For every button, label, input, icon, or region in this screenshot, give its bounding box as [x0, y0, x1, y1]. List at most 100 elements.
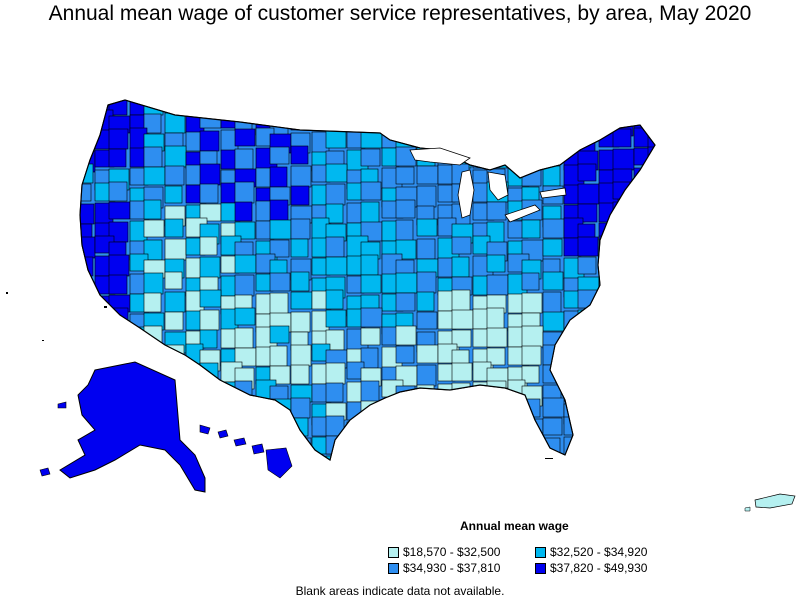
us-outline [79, 99, 656, 461]
area-region [647, 113, 655, 132]
puerto-rico [744, 493, 796, 512]
area-region [164, 344, 185, 365]
area-region [486, 254, 506, 273]
area-region [507, 399, 529, 418]
area-region [577, 183, 600, 205]
area-region [612, 241, 635, 264]
area-region [164, 165, 185, 186]
area-region [143, 451, 164, 460]
area-region [416, 311, 438, 330]
area-region [577, 415, 599, 436]
area-region [598, 361, 619, 384]
area-region [486, 201, 507, 221]
alaska-island-2 [39, 467, 51, 477]
area-region [633, 419, 654, 438]
area-region [521, 133, 541, 153]
area-region [94, 328, 115, 347]
area-region [290, 457, 310, 460]
area-region [542, 311, 565, 332]
area-region [199, 309, 220, 331]
area-region [612, 367, 631, 386]
area-region [185, 383, 205, 406]
area-region [542, 457, 564, 460]
area-region [360, 148, 381, 167]
area-region [437, 100, 456, 110]
area-region [234, 254, 257, 274]
area-region [234, 307, 256, 326]
area-region [521, 100, 540, 112]
area-region [108, 254, 130, 277]
area-region [472, 401, 493, 423]
area-region [437, 436, 458, 457]
area-region [164, 311, 184, 331]
area-region [290, 417, 309, 437]
area-region [290, 271, 310, 292]
area-region [234, 221, 256, 240]
area-region [451, 455, 473, 460]
area-region [647, 438, 655, 460]
area-region [311, 100, 334, 113]
area-region [472, 149, 491, 169]
area-region [416, 417, 436, 439]
area-region [542, 238, 563, 257]
area-region [269, 292, 289, 315]
area-region [647, 272, 655, 293]
area-region [647, 451, 655, 460]
area-region [521, 272, 540, 291]
area-region [220, 454, 243, 460]
area-region [290, 100, 310, 113]
area-region [563, 383, 586, 402]
area-region [577, 236, 599, 257]
area-region [143, 100, 164, 116]
legend-swatch-tier2 [535, 546, 546, 558]
area-region [290, 397, 311, 419]
hawaii-island-big [265, 447, 293, 479]
area-region [416, 457, 437, 460]
area-region [633, 439, 652, 460]
area-region [80, 349, 94, 370]
area-region [360, 433, 379, 455]
area-region [598, 222, 620, 241]
area-region [416, 364, 437, 387]
area-region [437, 111, 459, 133]
area-region [346, 454, 365, 460]
area-region [346, 100, 365, 115]
area-region [486, 100, 509, 117]
area-region [290, 238, 309, 258]
lake-huron [487, 171, 509, 201]
footnote: Blank areas indicate data not available. [295, 584, 505, 598]
area-region [416, 218, 438, 237]
area-region [129, 346, 149, 365]
map-specks [6, 292, 553, 459]
area-region [577, 362, 600, 384]
legend-item-tier4: $37,820 - $49,930 [535, 561, 647, 575]
area-region [143, 292, 162, 313]
area-region [563, 343, 585, 366]
area-region [577, 289, 598, 309]
alaska-shape [59, 361, 206, 493]
legend-label-tier1: $18,570 - $32,500 [403, 545, 501, 559]
area-region [234, 148, 254, 170]
area-region [269, 100, 291, 113]
area-region [269, 199, 289, 222]
area-region [360, 327, 381, 346]
area-region [451, 236, 472, 255]
area-region [647, 100, 655, 114]
area-region [94, 308, 117, 329]
area-region [542, 112, 562, 135]
alaska [39, 361, 211, 493]
area-region [612, 380, 634, 402]
area-region [108, 327, 127, 347]
legend-swatch-tier1 [388, 546, 399, 558]
area-region [598, 434, 621, 454]
area-region [94, 348, 113, 370]
area-region [521, 325, 544, 348]
area-region [633, 379, 653, 402]
area-region [612, 307, 632, 327]
area-region [612, 221, 632, 241]
area-region [199, 435, 221, 458]
area-region [507, 452, 528, 460]
area-region [325, 309, 347, 328]
area-region [612, 294, 634, 316]
area-region [325, 415, 345, 437]
